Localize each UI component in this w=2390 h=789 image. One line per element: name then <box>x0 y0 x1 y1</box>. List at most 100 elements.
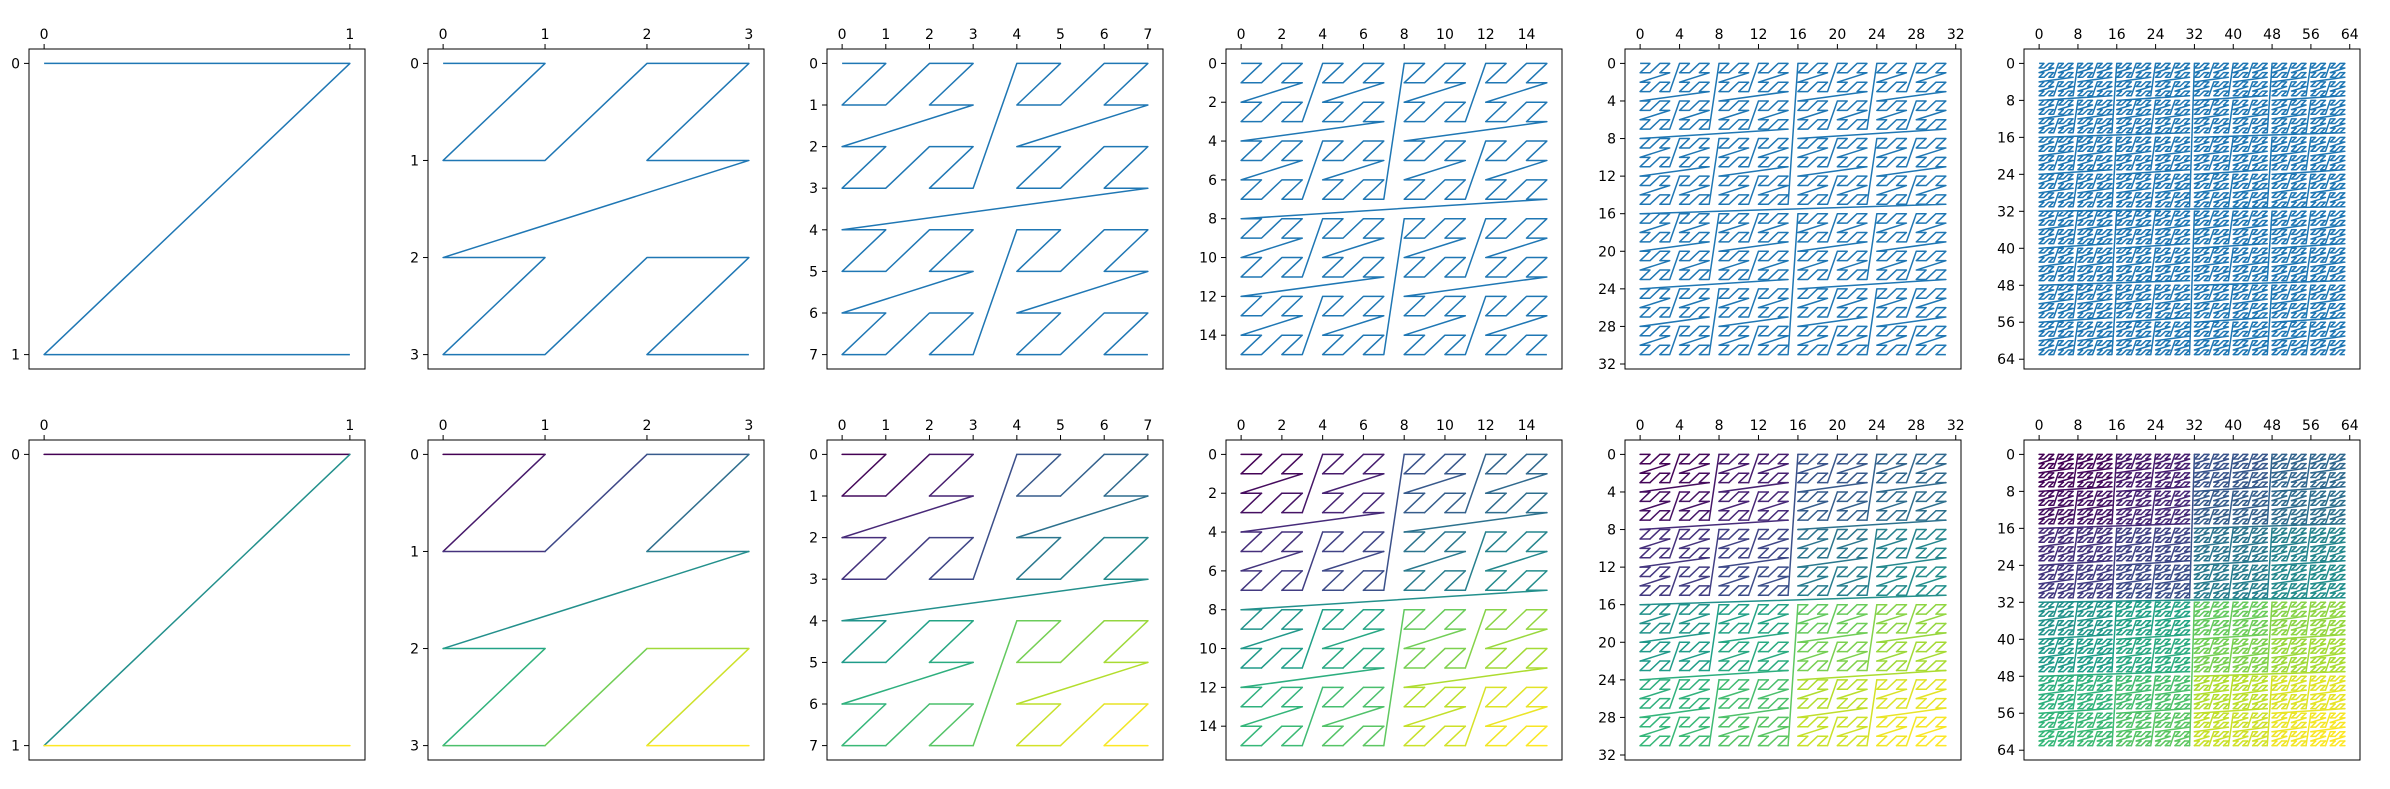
curve-segment <box>2315 453 2322 460</box>
curve-segment <box>2057 592 2065 599</box>
curve-segment <box>2271 564 2278 571</box>
curve-segment <box>2062 499 2069 506</box>
curve-segment <box>1846 641 1858 653</box>
curve-segment <box>2169 583 2176 599</box>
curve-segment <box>2315 490 2322 497</box>
curve-segment <box>2145 509 2152 516</box>
curve-segment <box>1807 585 1819 597</box>
curve-segment <box>2135 495 2152 502</box>
curve-segment <box>2140 527 2147 534</box>
curve-segment <box>2120 647 2128 654</box>
curve-segment <box>1718 528 1730 540</box>
curve-segment <box>1639 726 1671 737</box>
curve-segment <box>2120 481 2128 488</box>
curve-segment <box>2120 583 2128 590</box>
curve-segment <box>2116 735 2133 742</box>
curve-segment <box>1915 510 1927 521</box>
curve-segment <box>1342 686 1365 708</box>
y-tick-label: 12 <box>1598 560 1616 576</box>
curve-segment <box>2310 536 2317 543</box>
curve-segment <box>1484 608 1507 630</box>
curve-segment <box>2310 472 2317 479</box>
curve-segment <box>1826 528 1839 559</box>
curve-segment <box>1866 453 1878 521</box>
curve-segment <box>2300 564 2307 571</box>
curve-segment <box>2077 495 2094 502</box>
curve-segment <box>2130 712 2137 728</box>
curve-segment <box>2193 509 2201 516</box>
curve-segment <box>1797 603 1809 615</box>
curve-segment <box>2038 624 2055 631</box>
curve-segment <box>1678 472 1691 484</box>
y-tick-label: 0 <box>2006 56 2015 72</box>
curve-segment <box>1757 575 1789 587</box>
curve-segment <box>2101 712 2108 719</box>
curve-segment <box>2174 610 2181 617</box>
curve-segment <box>2174 643 2191 650</box>
curve-segment <box>2174 698 2191 705</box>
curve-segment <box>2096 518 2103 525</box>
x-tick-label: 16 <box>1789 27 1807 43</box>
curve-segment <box>2116 717 2133 724</box>
curve-segment <box>2174 527 2181 534</box>
curve-segment <box>2125 564 2133 571</box>
curve-segment <box>2169 564 2176 580</box>
curve-segment <box>2096 629 2103 636</box>
curve-segment <box>2213 499 2220 506</box>
curve-segment <box>2116 578 2152 585</box>
curve-segment <box>2174 509 2181 516</box>
curve-segment <box>1649 603 1661 615</box>
x-tick-label: 2 <box>925 27 934 43</box>
curve-segment <box>2227 638 2234 673</box>
curve-segment <box>2232 620 2239 627</box>
panel-7: 0 101 <box>11 418 366 761</box>
curve-segment <box>2251 606 2268 613</box>
curve-segment <box>2125 721 2133 728</box>
curve-segment <box>2242 536 2249 543</box>
curve-segment <box>1797 622 1809 634</box>
curve-segment <box>2290 546 2298 553</box>
curve-segment <box>1678 603 1691 615</box>
curve-segment <box>2077 643 2094 650</box>
curve-segment <box>1342 453 1365 475</box>
curve-segment <box>2096 680 2113 687</box>
curve-segment <box>2067 730 2074 738</box>
curve-segment <box>2213 509 2220 516</box>
curve-segment <box>1767 453 1779 465</box>
x-tick-label: 6 <box>1100 27 1109 43</box>
curve-segment <box>2271 592 2278 599</box>
curve-segment <box>2154 601 2162 608</box>
curve-segment <box>2232 587 2249 594</box>
curve-segment <box>2310 518 2317 525</box>
curve-segment <box>2334 555 2341 562</box>
curve-segment <box>2043 675 2050 682</box>
curve-segment <box>2154 481 2162 488</box>
curve-segment <box>2169 675 2176 691</box>
curve-segment <box>2154 726 2191 733</box>
curve-segment <box>2048 472 2055 479</box>
curve-segment <box>1816 716 1829 728</box>
curve-segment <box>1846 697 1858 709</box>
curve-segment <box>2159 620 2167 627</box>
curve-segment <box>2232 601 2239 608</box>
curve-segment <box>1846 528 1858 540</box>
curve-segment <box>1738 472 1750 484</box>
curve-segment <box>2256 647 2264 654</box>
curve-segment <box>1747 528 1760 559</box>
curve-segment <box>2193 559 2268 567</box>
curve-segment <box>1895 660 1908 672</box>
curve-segment <box>2300 499 2307 506</box>
curve-segment <box>2271 495 2288 502</box>
x-tick-label: 2 <box>642 418 651 434</box>
curve-segment <box>2154 615 2191 622</box>
curve-segment <box>1797 472 1809 484</box>
curve-segment <box>2048 721 2055 728</box>
curve-segment <box>2101 546 2108 553</box>
curve-segment <box>2154 666 2162 673</box>
curve-segment <box>2038 550 2055 557</box>
curve-segment <box>2198 638 2205 645</box>
curve-segment <box>2062 675 2069 682</box>
curve-segment <box>2329 495 2346 502</box>
curve-segment <box>2179 620 2186 627</box>
curve-segment <box>2179 703 2186 710</box>
